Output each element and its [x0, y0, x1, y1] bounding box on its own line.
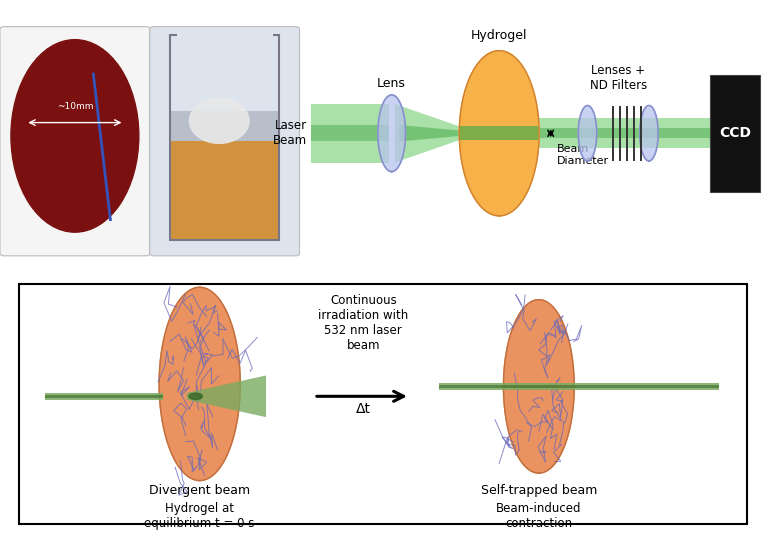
Text: Lenses +
ND Filters: Lenses + ND Filters: [590, 63, 647, 92]
Polygon shape: [395, 104, 459, 163]
Polygon shape: [45, 395, 163, 398]
Polygon shape: [311, 104, 389, 163]
FancyBboxPatch shape: [0, 27, 150, 256]
Ellipse shape: [190, 98, 249, 143]
FancyBboxPatch shape: [19, 284, 747, 524]
Text: Hydrogel at
equilibrium t = 0 s: Hydrogel at equilibrium t = 0 s: [144, 502, 255, 530]
Text: ~10mm: ~10mm: [57, 102, 93, 111]
Polygon shape: [378, 95, 406, 172]
Polygon shape: [578, 106, 597, 161]
Bar: [710, 75, 760, 192]
FancyBboxPatch shape: [150, 27, 300, 256]
Polygon shape: [640, 106, 658, 161]
Polygon shape: [187, 375, 266, 417]
Polygon shape: [439, 385, 720, 387]
Polygon shape: [311, 125, 389, 141]
Text: Beam
Diameter: Beam Diameter: [557, 144, 609, 166]
Polygon shape: [459, 126, 539, 140]
Text: Laser
Beam: Laser Beam: [273, 119, 307, 147]
Polygon shape: [539, 118, 710, 148]
Polygon shape: [439, 383, 720, 390]
Text: Divergent beam: Divergent beam: [149, 484, 250, 497]
Ellipse shape: [11, 39, 139, 232]
Text: CCD: CCD: [720, 126, 751, 140]
Bar: [170, 110, 279, 141]
Polygon shape: [45, 393, 163, 400]
Polygon shape: [159, 287, 240, 481]
Polygon shape: [539, 128, 710, 139]
Text: Beam-induced
contraction: Beam-induced contraction: [496, 502, 581, 530]
Text: Continuous
irradiation with
532 nm laser
beam: Continuous irradiation with 532 nm laser…: [318, 294, 409, 352]
Polygon shape: [504, 300, 574, 473]
Text: Δt: Δt: [356, 402, 371, 416]
Text: Self-trapped beam: Self-trapped beam: [481, 484, 597, 497]
Text: Hydrogel: Hydrogel: [471, 29, 528, 42]
Ellipse shape: [189, 393, 202, 400]
Polygon shape: [399, 125, 459, 141]
Bar: [170, 141, 279, 240]
Polygon shape: [459, 51, 539, 216]
Text: Lens: Lens: [377, 77, 406, 90]
